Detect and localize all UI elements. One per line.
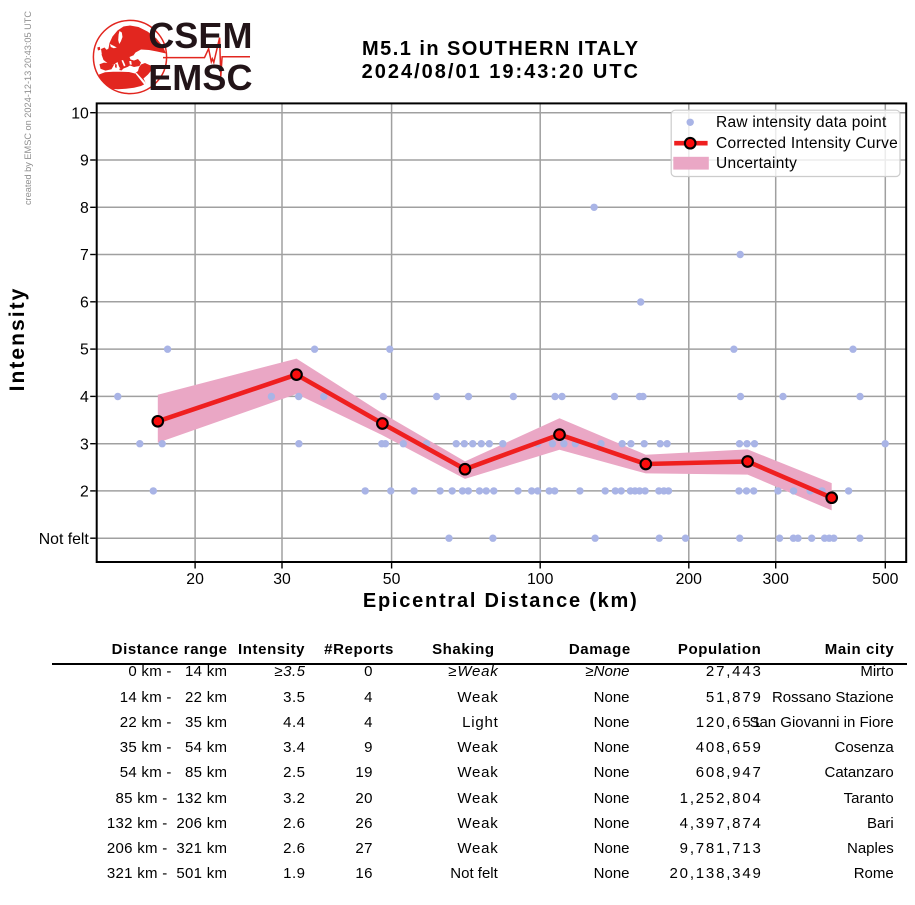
svg-text:30: 30: [273, 571, 291, 588]
svg-text:Not felt: Not felt: [39, 531, 90, 548]
svg-text:2: 2: [80, 484, 89, 501]
svg-text:6: 6: [80, 294, 89, 311]
svg-text:8: 8: [80, 200, 89, 217]
svg-text:10: 10: [71, 105, 89, 122]
svg-text:Raw intensity data point: Raw intensity data point: [716, 114, 887, 131]
svg-text:9: 9: [80, 153, 89, 170]
svg-text:100: 100: [527, 571, 554, 588]
svg-text:200: 200: [676, 571, 703, 588]
svg-text:300: 300: [763, 571, 790, 588]
svg-text:500: 500: [872, 571, 899, 588]
svg-text:50: 50: [383, 571, 401, 588]
svg-text:Corrected Intensity Curve: Corrected Intensity Curve: [716, 135, 898, 152]
svg-text:7: 7: [80, 247, 89, 264]
svg-text:Uncertainty: Uncertainty: [716, 155, 797, 172]
svg-text:4: 4: [80, 389, 89, 406]
svg-text:5: 5: [80, 342, 89, 359]
svg-text:3: 3: [80, 436, 89, 453]
svg-text:20: 20: [186, 571, 204, 588]
